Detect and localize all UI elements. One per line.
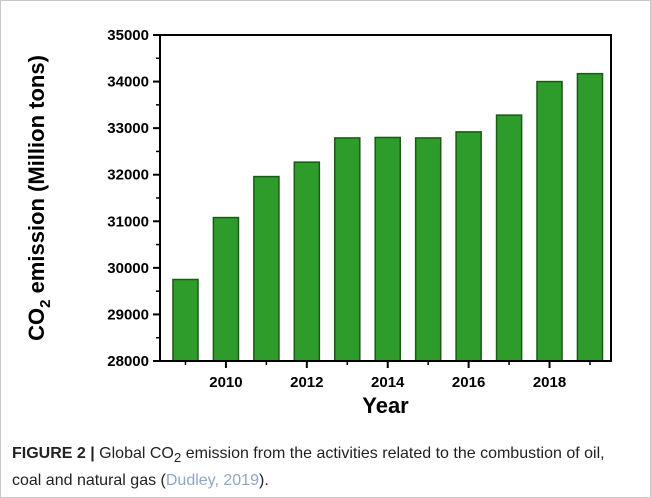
caption-text-1: Global CO bbox=[94, 445, 174, 462]
y-tick-label: 31000 bbox=[107, 213, 149, 230]
y-tick-label: 30000 bbox=[107, 260, 149, 277]
bar-2014 bbox=[374, 136, 402, 362]
x-axis-ticks: 2010 2012 2014 2016 2018 bbox=[184, 361, 591, 391]
y-tick-label: 28000 bbox=[107, 353, 149, 370]
figure-label: FIGURE 2 | bbox=[12, 445, 95, 462]
citation-link[interactable]: Dudley, 2019 bbox=[165, 472, 259, 490]
bars-group bbox=[172, 72, 604, 362]
bar-2018 bbox=[536, 80, 563, 362]
x-tick-label: 2018 bbox=[533, 374, 566, 391]
bar-2017 bbox=[495, 114, 523, 362]
y-tick-label: 34000 bbox=[107, 74, 149, 91]
bar-2010 bbox=[212, 216, 240, 362]
figure-caption: FIGURE 2 | Global CO2 emission from the … bbox=[12, 442, 632, 492]
bar-2012 bbox=[293, 161, 321, 362]
caption-text-3: ). bbox=[258, 472, 269, 490]
y-axis-title-subscript: 2 bbox=[37, 300, 54, 308]
y-axis-title-suffix: emission (Million tons) bbox=[24, 55, 49, 299]
y-tick-label: 32000 bbox=[107, 167, 149, 184]
x-axis-title: Year bbox=[362, 393, 409, 418]
x-tick-label: 2012 bbox=[290, 374, 323, 391]
y-axis-title: CO2 emission (Million tons) bbox=[24, 55, 54, 341]
bar-2019 bbox=[576, 72, 604, 362]
bar-2009 bbox=[172, 278, 199, 362]
x-tick-label: 2014 bbox=[371, 374, 405, 391]
bar-2011 bbox=[253, 175, 280, 362]
caption-subscript: 2 bbox=[173, 450, 182, 466]
x-tick-label: 2010 bbox=[209, 374, 242, 391]
bar-2013 bbox=[333, 137, 361, 362]
y-tick-label: 29000 bbox=[107, 306, 149, 323]
y-tick-label: 33000 bbox=[107, 120, 149, 137]
bar-2016 bbox=[455, 131, 482, 362]
bar-chart: 28000 29000 30000 31000 32000 33000 34000 35000… bbox=[24, 27, 612, 418]
x-tick-label: 2016 bbox=[452, 374, 485, 391]
y-axis-ticks: 28000 29000 30000 31000 32000 33000 34000 35000 bbox=[107, 27, 160, 370]
y-axis-title-prefix: CO bbox=[24, 308, 49, 341]
bar-2015 bbox=[414, 137, 442, 362]
caption-text-2: emission from the activities related to … bbox=[12, 445, 605, 490]
y-tick-label: 35000 bbox=[107, 27, 149, 44]
